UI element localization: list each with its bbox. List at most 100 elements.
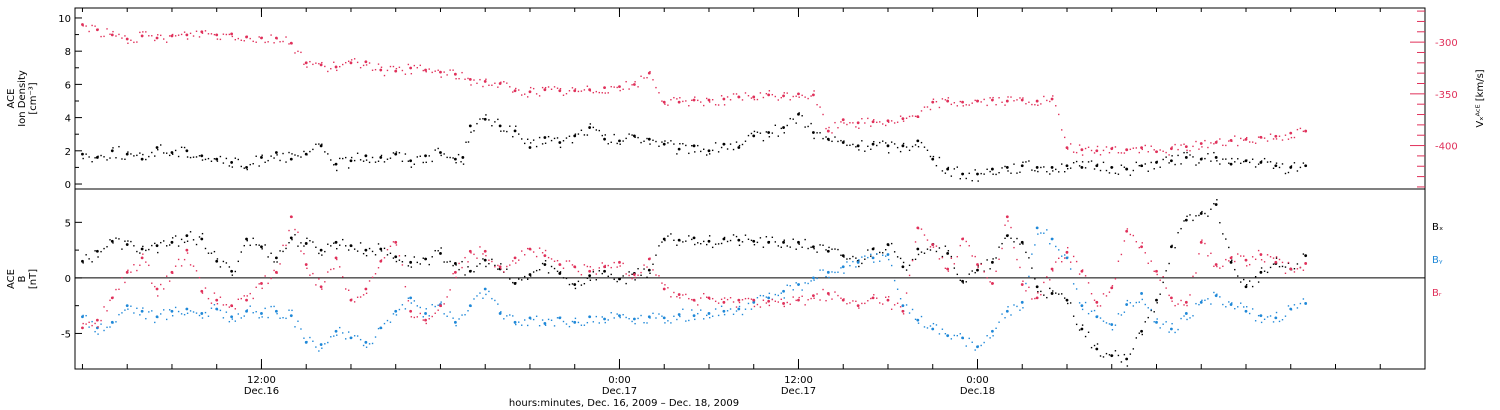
data-point [1289,166,1293,169]
data-dot [109,157,111,159]
data-dot [777,301,779,303]
data-dot [309,60,311,63]
data-dot [177,310,180,313]
data-dot [395,314,398,316]
data-point [722,309,726,313]
data-point [1304,129,1308,133]
data-point [767,296,771,300]
data-dot [837,140,839,143]
data-dot [1240,137,1242,140]
data-dot [625,282,627,285]
data-dot [216,160,219,162]
data-dot [1257,136,1260,138]
data-dot [1007,96,1009,98]
data-point [409,296,413,300]
data-dot [258,317,260,319]
data-dot [1120,152,1123,154]
data-dot [1117,313,1120,315]
data-dot [711,315,714,317]
data-dot [628,274,630,277]
data-dot [852,260,854,263]
data-dot [177,258,180,261]
data-dot [1254,166,1257,168]
y2-axis-title: Vₓᴬᶜᴱ [km/s] [1475,69,1486,127]
data-point [110,239,114,243]
data-point [782,126,785,129]
data-dot [1141,333,1143,336]
data-dot [297,50,299,53]
data-point [901,304,905,308]
data-dot [616,86,618,89]
data-dot [318,143,320,145]
data-point [200,237,204,241]
data-dot [82,157,84,160]
data-dot [538,324,541,327]
data-point [260,156,263,159]
data-dot [1240,255,1242,257]
data-dot [297,245,299,247]
data-dot [279,159,281,162]
data-dot [807,282,809,285]
data-point [1184,312,1188,315]
data-dot [720,242,723,245]
data-dot [470,269,472,272]
data-point [1199,142,1203,145]
data-dot [1016,237,1018,240]
data-dot [935,245,938,247]
data-point [1050,166,1054,169]
data-dot [831,140,833,143]
data-dot [604,321,606,324]
data-dot [136,307,138,310]
data-dot [428,68,430,70]
data-dot [953,168,956,170]
data-dot [359,159,362,161]
data-dot [318,278,320,280]
data-dot [467,310,469,312]
data-point [170,240,174,244]
data-dot [616,280,618,283]
data-dot [297,320,299,322]
data-dot [1260,137,1263,139]
data-dot [479,292,481,294]
data-dot [697,99,699,102]
data-dot [1225,238,1227,240]
data-point [1140,329,1143,333]
data-dot [151,310,153,312]
data-dot [359,242,362,244]
data-dot [1168,162,1170,164]
data-dot [309,274,311,276]
data-point [573,134,577,138]
data-dot [592,126,595,129]
data-dot [526,324,529,327]
data-dot [777,294,779,297]
data-dot [422,257,424,259]
data-point [334,162,338,166]
data-dot [1278,265,1281,268]
data-dot [679,297,681,299]
data-dot [267,256,269,258]
data-dot [890,264,893,267]
data-dot [1162,323,1164,325]
data-dot [1174,246,1176,249]
data-dot [142,253,144,255]
data-point [1304,262,1308,265]
data-dot [941,328,944,330]
data-dot [509,125,511,127]
data-dot [526,96,529,98]
data-dot [1031,253,1033,255]
y-axis-title: ACE Ion Density [cm⁻³] [6,70,39,127]
data-dot [968,104,970,106]
data-dot [956,255,959,258]
data-point [304,263,308,266]
data-dot [177,34,180,36]
data-dot [938,333,941,335]
data-dot [222,304,225,306]
data-dot [401,304,404,306]
data-dot [1016,99,1018,101]
data-point [797,240,800,244]
data-dot [783,297,785,299]
data-dot [258,165,260,167]
data-dot [974,271,976,274]
data-dot [1099,169,1102,172]
data-dot [180,146,183,149]
